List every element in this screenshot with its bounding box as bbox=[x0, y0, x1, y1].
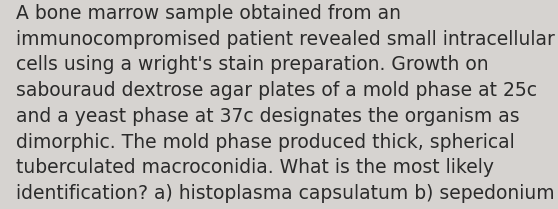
Text: A bone marrow sample obtained from an immunocompromised patient revealed small i: A bone marrow sample obtained from an im… bbox=[17, 4, 555, 209]
